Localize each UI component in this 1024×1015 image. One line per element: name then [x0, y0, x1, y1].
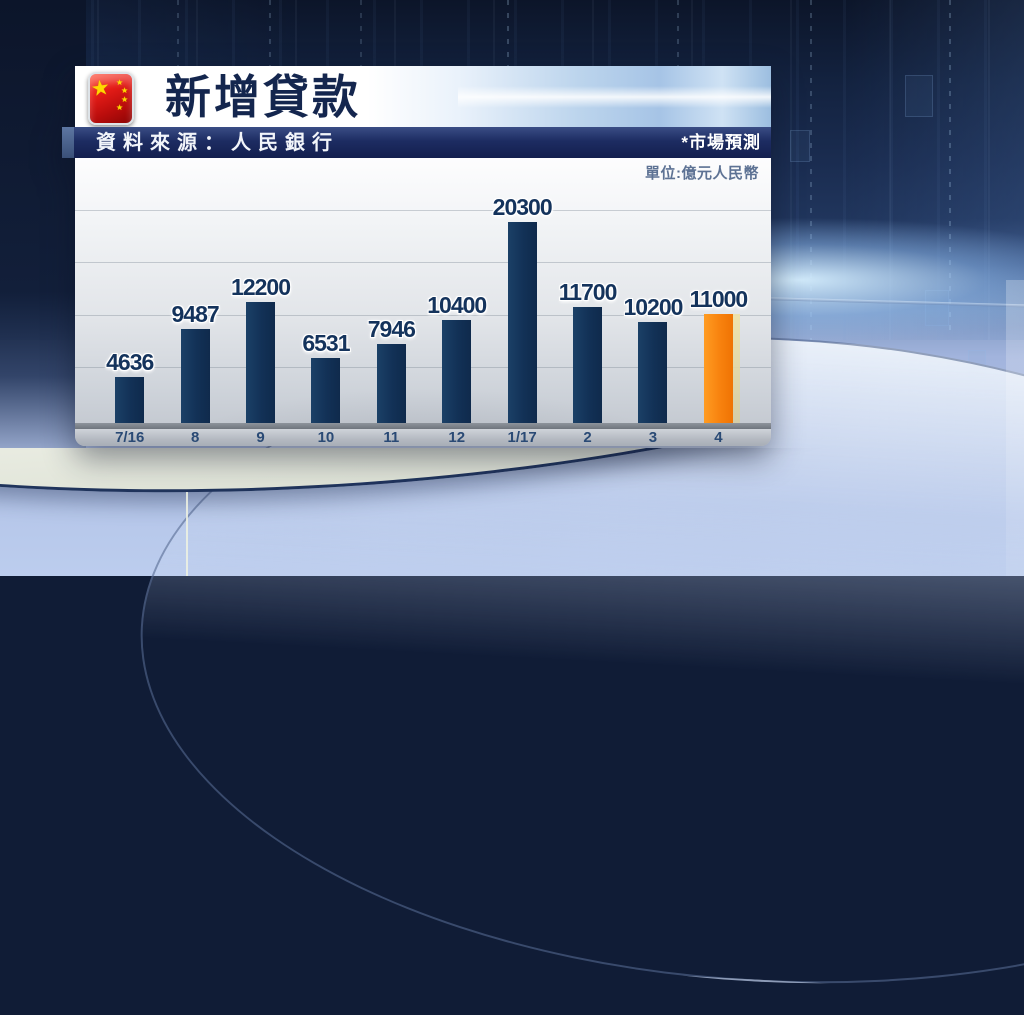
x-axis-label: 11 [383, 429, 400, 446]
bar-value-label: 11700 [558, 279, 618, 305]
candlestick-glyph [790, 130, 810, 162]
bar [180, 329, 210, 423]
x-axis-label: 4 [714, 429, 723, 446]
bar-value-label: 7946 [367, 316, 416, 342]
bar-slot: 10400 [424, 292, 489, 423]
bar [246, 302, 276, 423]
floor-seam-line [186, 492, 188, 576]
bar [442, 320, 472, 423]
x-axis-labels: 7/16 8 9 10 11 12 1/17 2 3 4 [97, 429, 751, 446]
flag-star-small: ★ [121, 95, 129, 104]
china-flag-icon: ★ ★ ★ ★ ★ [88, 72, 134, 125]
bar-slot: 4636 [97, 349, 162, 423]
bar-slot: 9487 [162, 301, 227, 423]
bar [573, 307, 603, 423]
studio-floor [0, 448, 1024, 576]
forecast-note: *市場預測 [681, 133, 761, 152]
flag-star-small: ★ [121, 86, 129, 95]
x-axis-label: 9 [256, 429, 265, 446]
bar-value-label: 9487 [171, 301, 220, 327]
bar-value-label: 10200 [623, 294, 683, 320]
flag-star-small: ★ [116, 78, 124, 87]
bar-value-label: 12200 [231, 274, 291, 300]
bar [507, 222, 537, 423]
x-axis-label: 8 [190, 429, 200, 446]
source-label: 資料來源：人民銀行 [96, 132, 339, 154]
dot-stream [949, 0, 951, 330]
bar-slot: 7946 [359, 316, 424, 423]
floor-disc-left [0, 448, 1024, 549]
x-axis-label: 10 [317, 429, 335, 446]
bars-row: 4636 9487 12200 6531 7946 10400 20300 11700 1020… [97, 178, 751, 423]
bar-slot: 10200 [620, 294, 685, 423]
left-dark-edge [0, 0, 86, 470]
title-band: ★ ★ ★ ★ ★ 新增貸款 [75, 66, 771, 127]
gridline [75, 367, 771, 368]
chart-area: 單位:億元人民幣 4636 9487 12200 6531 7946 10400 20300… [75, 158, 771, 446]
bar-value-label: 4636 [106, 349, 154, 375]
bar [376, 344, 406, 423]
bar-value-label: 6531 [302, 330, 350, 356]
bar [115, 377, 145, 423]
candlestick-glyph [905, 75, 933, 117]
unit-label: 單位:億元人民幣 [645, 165, 759, 182]
right-light-band [1006, 280, 1024, 576]
x-axis-label: 1/17 [507, 429, 537, 446]
page-title: 新增貸款 [165, 71, 361, 123]
gridline [75, 315, 771, 316]
bar-value-label: 11000 [689, 286, 749, 312]
x-axis-line [75, 423, 771, 429]
gridline [75, 262, 771, 263]
x-axis-label: 3 [648, 429, 658, 446]
bar-slot: 12200 [228, 274, 293, 423]
x-axis-label: 12 [448, 429, 466, 446]
flag-star-small: ★ [116, 103, 124, 112]
bar [638, 322, 668, 423]
forecast-bar [703, 314, 740, 423]
bar-value-label: 10400 [427, 292, 487, 318]
bar-slot: 6531 [293, 330, 358, 423]
bar [311, 358, 341, 423]
gridline [75, 210, 771, 211]
news-graphic-panel: ★ ★ ★ ★ ★ 新增貸款 資料來源：人民銀行 *市場預測 單位:億元人民幣 … [62, 66, 771, 446]
bar-value-label: 20300 [492, 194, 553, 220]
source-bar: 資料來源：人民銀行 *市場預測 [62, 127, 771, 158]
bar-slot: 11700 [555, 279, 620, 423]
source-bar-cap [62, 127, 74, 158]
x-axis-band [75, 429, 771, 446]
x-axis-label: 7/16 [115, 429, 145, 446]
bar-slot: 20300 [489, 194, 554, 423]
flag-star-big: ★ [89, 75, 112, 102]
bar-slot: 11000 [686, 286, 751, 423]
x-axis-label: 2 [583, 429, 592, 446]
